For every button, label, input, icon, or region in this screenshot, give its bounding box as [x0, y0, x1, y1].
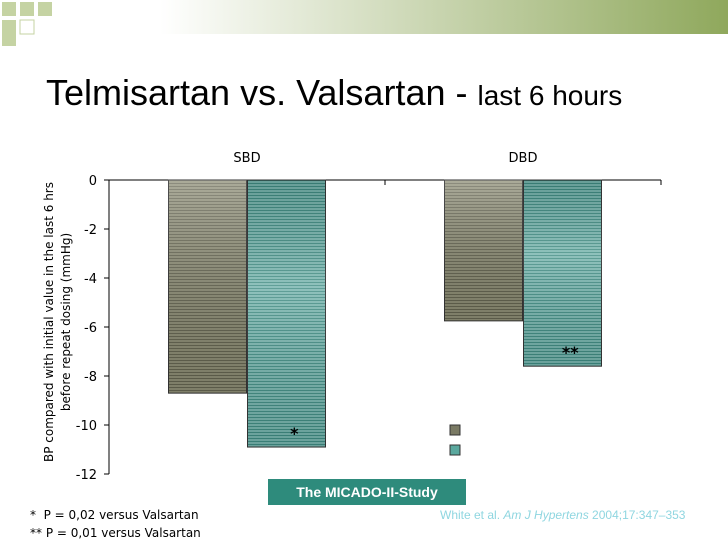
citation: White et al. Am J Hypertens 2004;17:347–…: [440, 508, 728, 522]
title-main: Telmisartan vs. Valsartan -: [46, 72, 478, 113]
footnote-1: * P = 0,02 versus Valsartan: [30, 508, 199, 522]
y-axis-label-line-1: BP compared with initial value in the la…: [42, 182, 56, 463]
bar-shading: [523, 180, 602, 367]
category-label: SBD: [233, 151, 260, 166]
bar-shading: [247, 180, 326, 448]
corner-square-decoration: [2, 2, 52, 46]
significance-marker: **: [562, 343, 579, 362]
y-tick-label: -2: [84, 223, 97, 238]
citation-authors: White et al.: [440, 508, 504, 522]
significance-marker: *: [290, 424, 299, 443]
y-tick-label: -8: [84, 370, 97, 385]
y-axis-label: BP compared with initial value in the la…: [41, 142, 75, 502]
legend-swatch-valsartan: [449, 444, 461, 456]
y-axis-label-line-2: before repeat dosing (mmHg): [59, 232, 73, 412]
y-tick-label: -6: [84, 321, 97, 336]
citation-ref: 2004;17:347–353: [588, 508, 686, 522]
study-label: The MICADO-II-Study: [268, 479, 466, 505]
legend-swatch-telmisartan: [449, 424, 461, 436]
category-label: DBD: [509, 151, 538, 166]
y-tick-label: -12: [76, 468, 97, 483]
page-title: Telmisartan vs. Valsartan - last 6 hours: [46, 72, 622, 114]
y-tick-label: 0: [89, 174, 97, 189]
bar-shading: [444, 180, 523, 321]
footnotes: * P = 0,02 versus Valsartan ** P = 0,01 …: [30, 506, 201, 542]
bar-shading: [168, 180, 247, 394]
citation-journal: Am J Hypertens: [503, 508, 589, 522]
footnote-2: ** P = 0,01 versus Valsartan: [30, 526, 201, 540]
header-bar: [0, 0, 728, 34]
y-tick-label: -4: [84, 272, 97, 287]
title-subtitle: last 6 hours: [477, 80, 623, 111]
y-tick-label: -10: [76, 419, 97, 434]
